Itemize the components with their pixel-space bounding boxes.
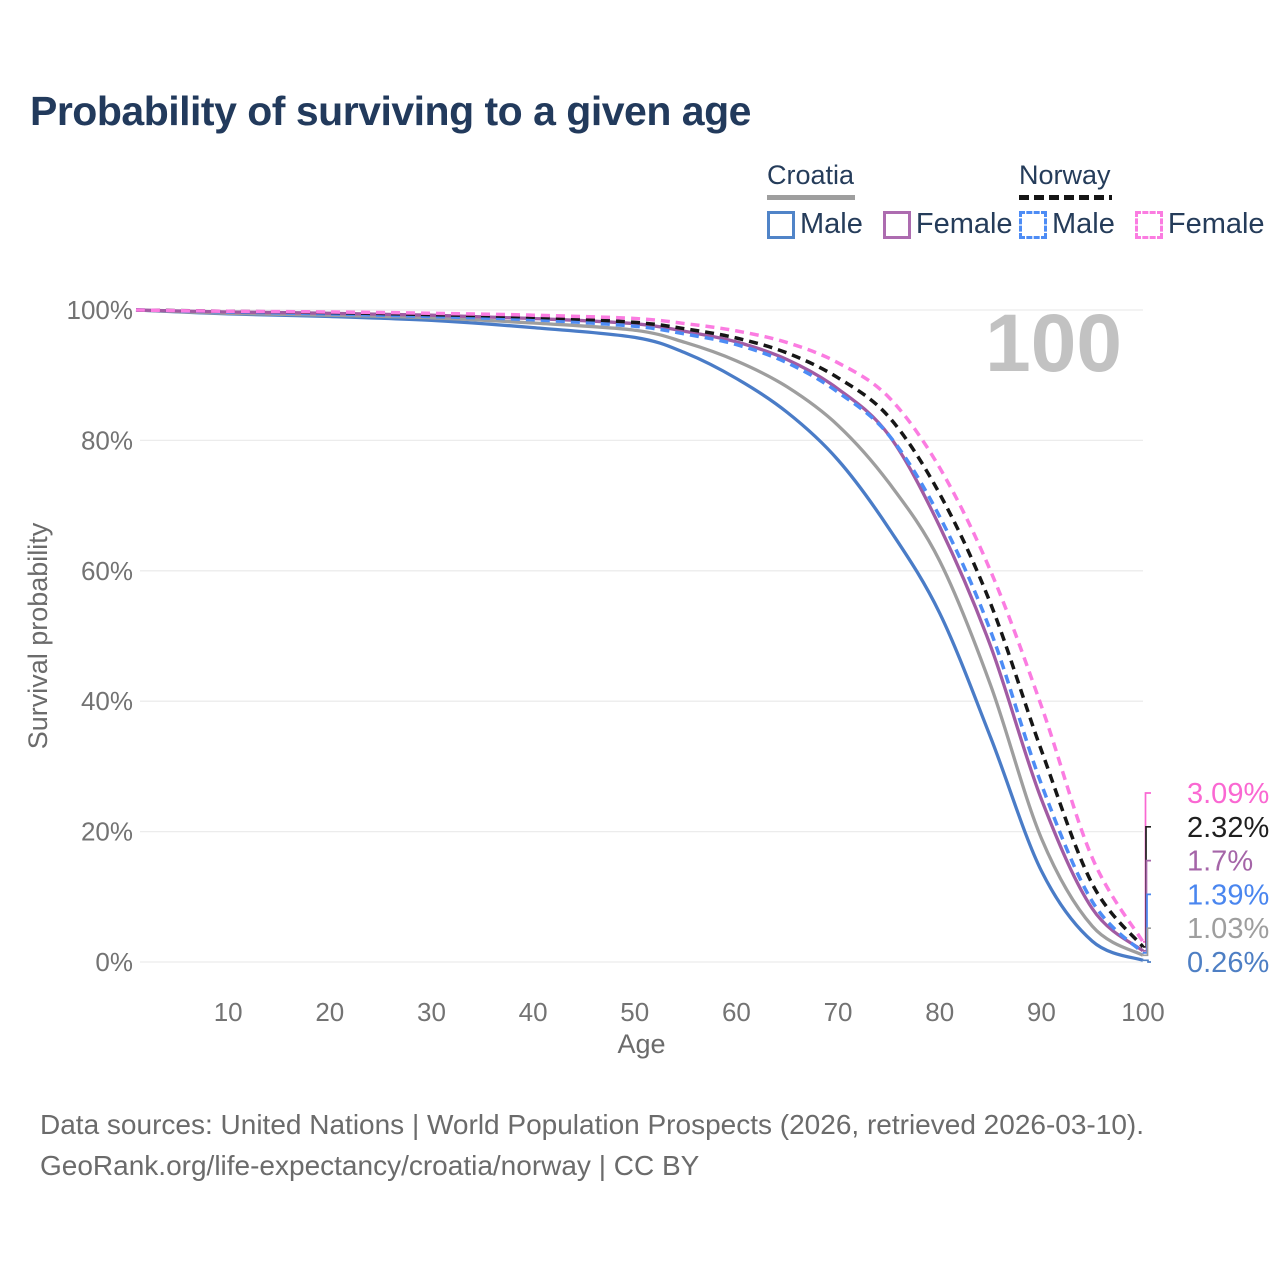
croatia-female-swatch <box>882 210 911 239</box>
x-tick-label: 40 <box>519 997 548 1027</box>
x-tick-label: 80 <box>925 997 954 1027</box>
x-tick-label: 90 <box>1027 997 1056 1027</box>
croatia-flag-icon <box>1151 912 1183 944</box>
norway-female-swatch <box>1134 210 1163 239</box>
end-label-connector <box>1143 893 1151 954</box>
x-axis-title: Age <box>617 1029 665 1059</box>
end-label-value: 3.09% <box>1187 778 1269 810</box>
y-axis-title: Survival probability <box>23 522 53 749</box>
croatia-line-swatch <box>767 195 855 200</box>
y-tick-label: 40% <box>81 686 133 716</box>
norway-female-label: Female <box>1167 208 1265 240</box>
croatia-flag-icon <box>1151 946 1183 978</box>
croatia-male-label: Male <box>800 208 863 240</box>
croatia-female-label: Female <box>915 208 1013 240</box>
norway-flag-icon <box>1151 878 1183 910</box>
x-tick-label: 50 <box>620 997 649 1027</box>
curve-norway_male <box>135 308 1145 955</box>
x-tick-label: 30 <box>417 997 446 1027</box>
end-label-connector <box>1143 927 1151 957</box>
legend-croatia-header: Croatia <box>767 160 855 190</box>
end-label-value: 0.26% <box>1187 947 1269 979</box>
end-label-value: 1.03% <box>1187 913 1269 945</box>
curve-norway_total <box>135 308 1145 949</box>
end-label-value: 2.32% <box>1187 812 1269 844</box>
norway-flag-icon <box>1151 811 1183 843</box>
footer-line-2: GeoRank.org/life-expectancy/croatia/norw… <box>40 1150 700 1181</box>
x-tick-label: 100 <box>1121 997 1164 1027</box>
curve-croatia_male <box>135 308 1144 962</box>
y-tick-label: 20% <box>81 817 133 847</box>
data-sources-footer: Data sources: United Nations | World Pop… <box>40 1104 1144 1186</box>
curve-norway_female <box>135 308 1145 943</box>
legend-norway-header: Norway <box>1019 160 1111 190</box>
curve-croatia_female <box>135 308 1145 953</box>
end-label-connector <box>1143 959 1151 963</box>
survival-chart-svg: 0% 20% 40% 60% 80% 100% 100 10 20 30 40 50 60 70 80 90 1… <box>23 295 1269 1059</box>
x-tick-label: 10 <box>214 997 243 1027</box>
croatia-flag-icon <box>1151 845 1183 877</box>
norway-line-swatch <box>1019 195 1112 200</box>
x-tick-label: 70 <box>824 997 853 1027</box>
x-tick-label: 20 <box>315 997 344 1027</box>
norway-male-label: Male <box>1052 208 1115 240</box>
y-tick-label: 0% <box>95 947 133 977</box>
legend-group-croatia: Croatia Male Female <box>767 160 1033 241</box>
norway-male-swatch <box>1019 210 1047 239</box>
chart-title: Probability of surviving to a given age <box>30 88 751 134</box>
norway-flag-icon <box>1151 777 1183 809</box>
legend-group-norway: Norway Male Female <box>1019 160 1280 241</box>
y-tick-label: 100% <box>67 295 134 325</box>
x-tick-label: 60 <box>722 997 751 1027</box>
age-watermark: 100 <box>985 298 1122 389</box>
footer-line-1: Data sources: United Nations | World Pop… <box>40 1109 1145 1140</box>
end-label-value: 1.7% <box>1187 846 1253 878</box>
y-tick-label: 80% <box>81 425 133 455</box>
end-label-value: 1.39% <box>1187 879 1269 911</box>
croatia-male-swatch <box>767 210 795 239</box>
y-tick-label: 60% <box>81 556 133 586</box>
